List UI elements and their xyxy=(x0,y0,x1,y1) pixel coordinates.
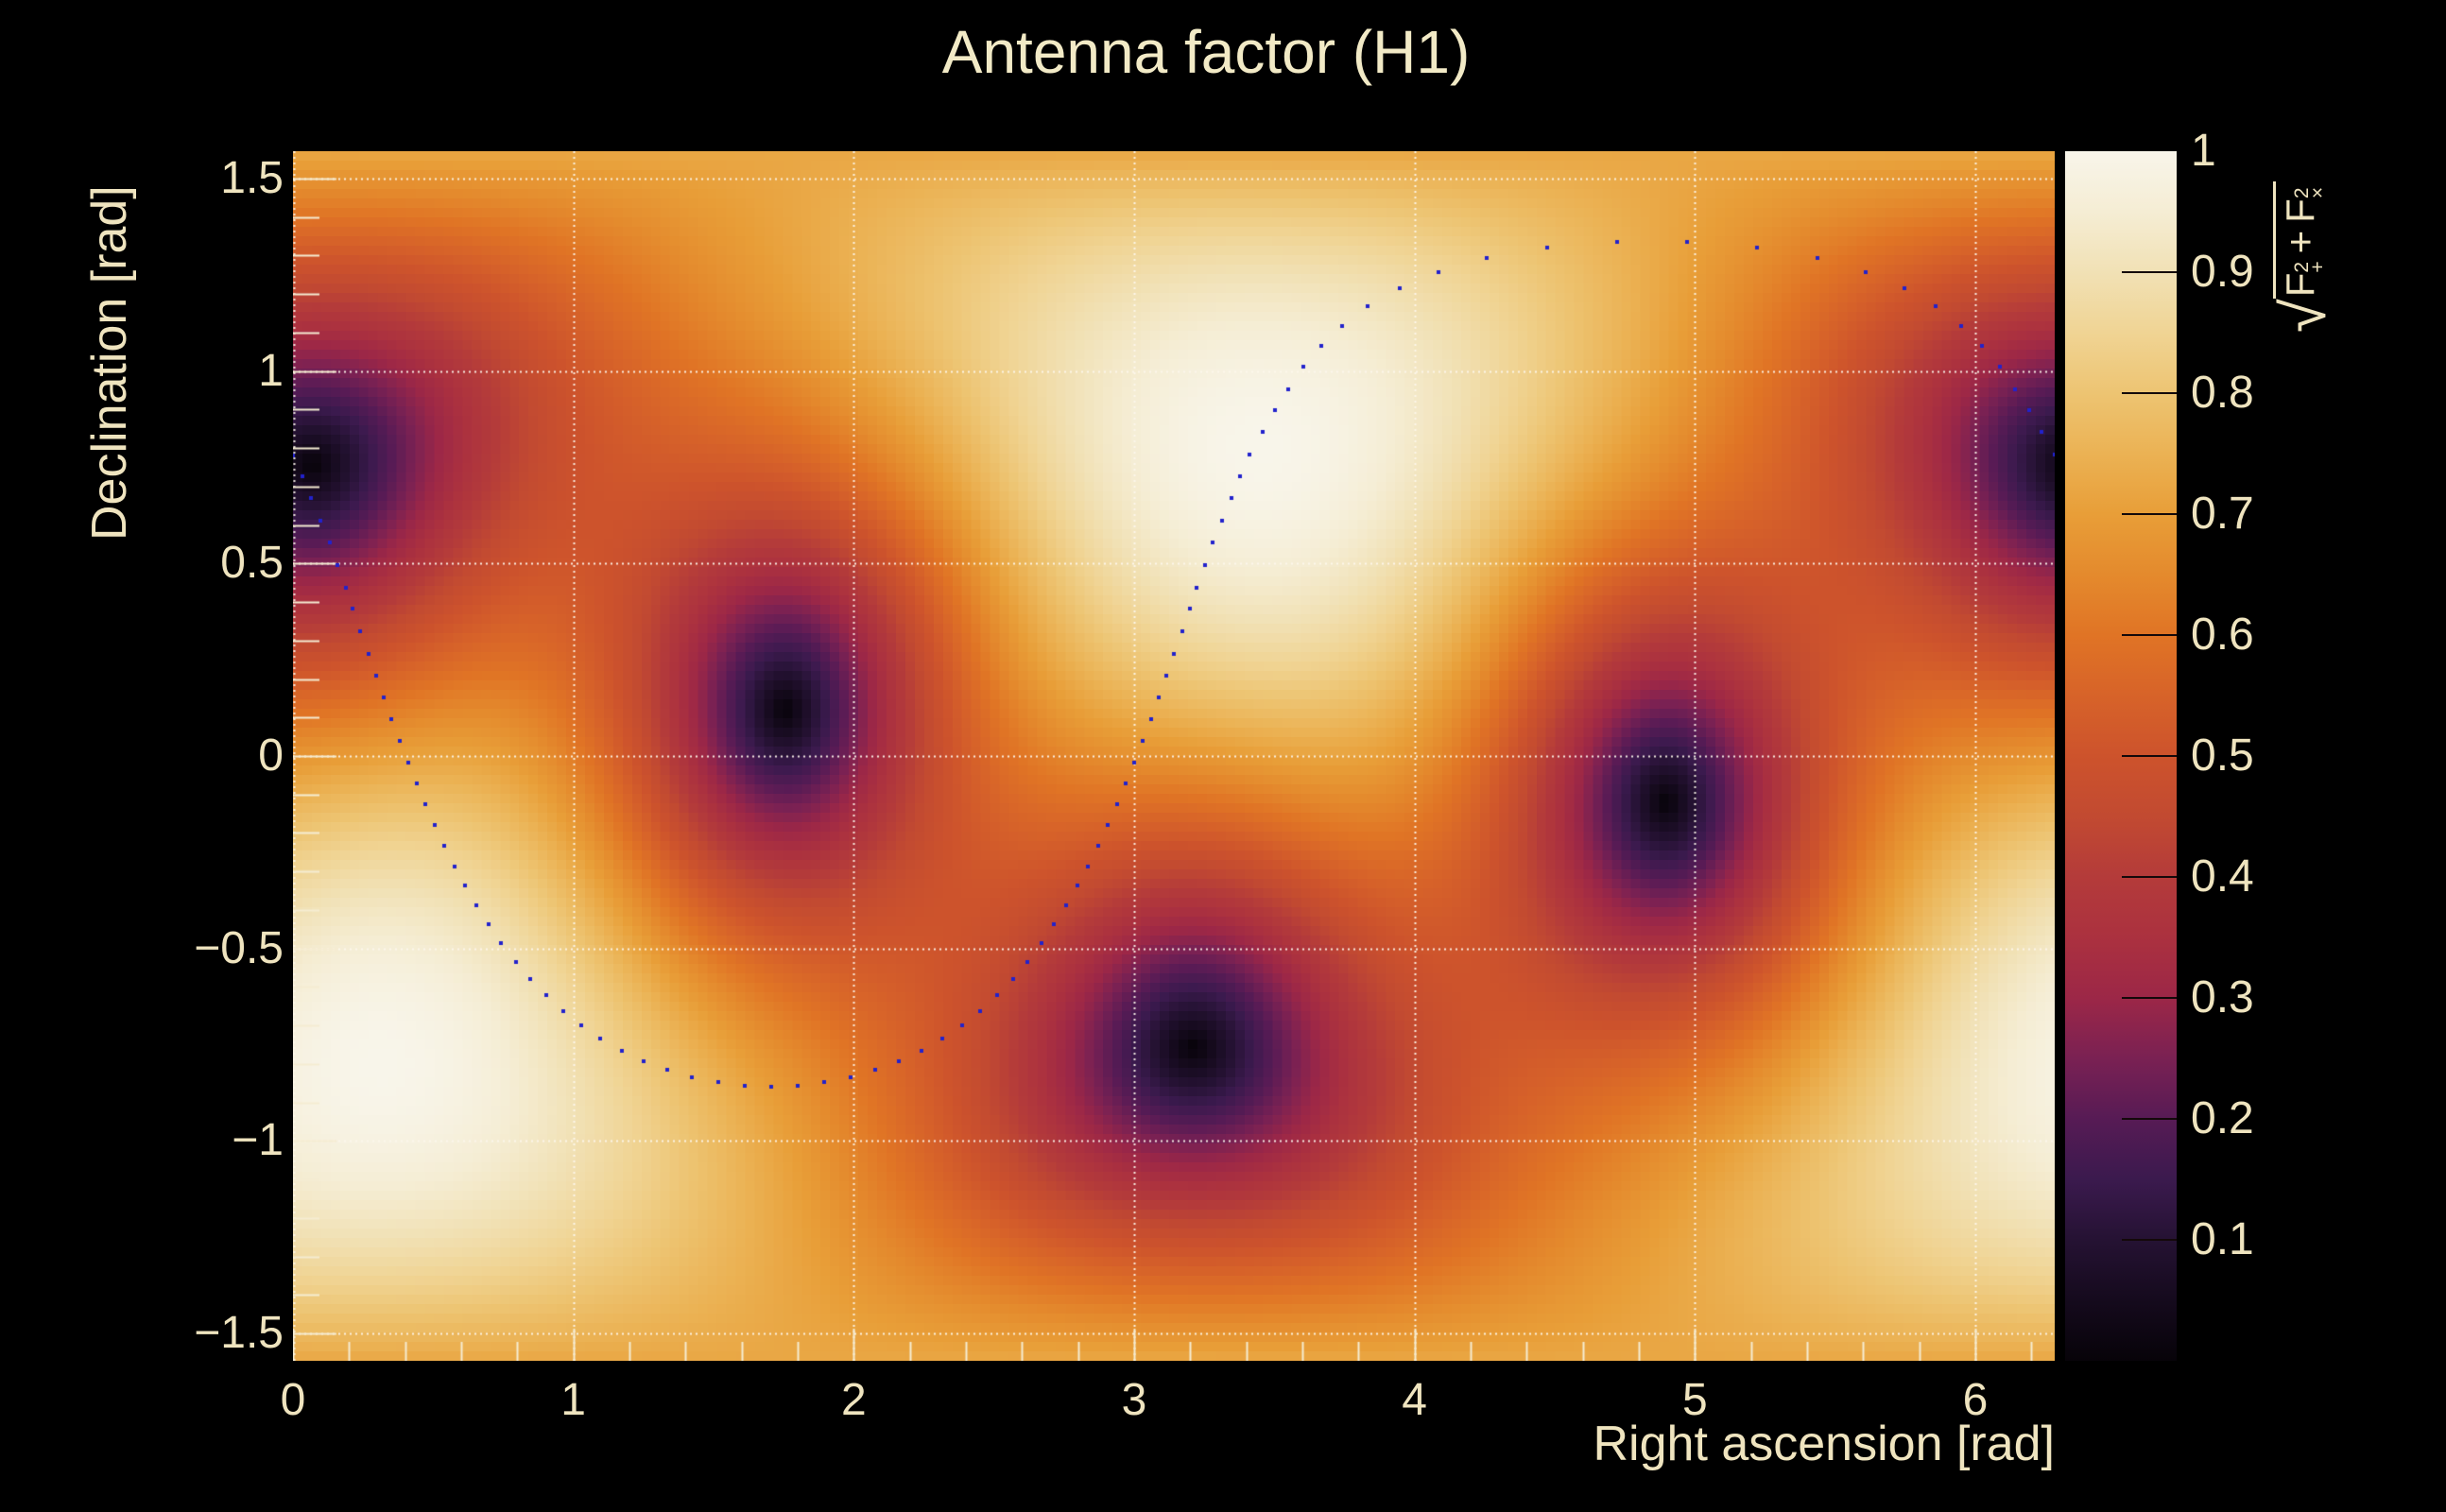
y-tick-label: −0.5 xyxy=(194,922,284,973)
x-tick-label: 0 xyxy=(280,1375,306,1425)
y-tick-label: −1 xyxy=(232,1115,284,1166)
x-axis-title: Right ascension [rad] xyxy=(1593,1417,2056,1471)
plot-overlay-canvas xyxy=(293,151,2055,1361)
colorbar-tick-label: 0.9 xyxy=(2191,247,2254,297)
colorbar-tick-label: 0.7 xyxy=(2191,489,2254,539)
colorbar-tick xyxy=(2122,392,2177,394)
sqrt-radical: √ xyxy=(2269,299,2338,333)
colorbar-tick-label: 0.5 xyxy=(2191,730,2254,781)
sqrt-radicand: F 2 + +F 2 × xyxy=(2273,180,2329,300)
x-tick-label: 6 xyxy=(1962,1375,1989,1425)
colorbar-tick-label: 0.4 xyxy=(2191,851,2254,902)
colorbar-tick-label: 0.8 xyxy=(2191,368,2254,418)
colorbar-tick xyxy=(2122,997,2177,999)
f-cross-scripts: 2 × xyxy=(2291,186,2329,199)
colorbar-tick xyxy=(2122,271,2177,273)
colorbar-tick-label: 0.6 xyxy=(2191,610,2254,660)
colorbar-tick xyxy=(2122,513,2177,515)
plus-operator: + xyxy=(2278,230,2323,254)
f-plus-scripts: 2 + xyxy=(2291,261,2329,273)
x-tick-label: 2 xyxy=(840,1375,867,1425)
y-tick-label: 0 xyxy=(258,730,284,781)
colorbar-tick xyxy=(2122,876,2177,878)
x-tick-label: 1 xyxy=(560,1375,586,1425)
f-plus-base: F xyxy=(2278,272,2323,298)
x-tick-label: 5 xyxy=(1681,1375,1708,1425)
f-cross-sub: × xyxy=(2306,186,2329,199)
x-tick-label: 4 xyxy=(1402,1375,1427,1425)
colorbar-tick-label: 0.1 xyxy=(2191,1214,2254,1264)
f-plus-sub: + xyxy=(2306,261,2329,273)
colorbar-tick xyxy=(2122,634,2177,636)
colorbar-tick xyxy=(2122,1239,2177,1241)
colorbar-tick-label: 0.2 xyxy=(2191,1093,2254,1143)
y-tick-label: 1.5 xyxy=(220,152,284,203)
colorbar-tick-label: 0.3 xyxy=(2191,972,2254,1022)
y-tick-label: −1.5 xyxy=(194,1308,284,1359)
y-tick-label: 0.5 xyxy=(220,538,284,589)
x-tick-label: 3 xyxy=(1121,1375,1147,1425)
colorbar-axis-title: √F 2 + +F 2 × xyxy=(2268,180,2339,333)
colorbar-tick xyxy=(2122,1118,2177,1120)
y-axis-title: Declination [rad] xyxy=(82,185,137,541)
colorbar-tick-label: 1 xyxy=(2191,126,2216,176)
plot-area xyxy=(293,151,2055,1361)
colorbar-tick xyxy=(2122,755,2177,757)
page-title: Antenna factor (H1) xyxy=(941,18,1471,86)
y-tick-label: 1 xyxy=(258,345,284,396)
f-cross-base: F xyxy=(2278,198,2323,223)
